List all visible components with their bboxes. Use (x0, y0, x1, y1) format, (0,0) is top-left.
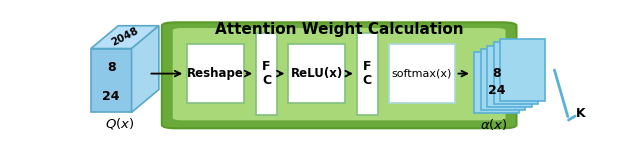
Text: 8: 8 (492, 67, 501, 80)
FancyBboxPatch shape (500, 39, 545, 101)
Text: ReLU(x): ReLU(x) (291, 67, 343, 80)
Text: 24: 24 (488, 84, 506, 97)
FancyBboxPatch shape (356, 33, 378, 115)
FancyBboxPatch shape (487, 46, 532, 107)
Text: 8: 8 (107, 61, 116, 74)
Polygon shape (91, 26, 159, 49)
FancyBboxPatch shape (288, 44, 346, 103)
Text: Attention Weight Calculation: Attention Weight Calculation (215, 22, 464, 37)
FancyBboxPatch shape (388, 44, 456, 103)
FancyBboxPatch shape (187, 44, 244, 103)
FancyBboxPatch shape (474, 52, 519, 114)
FancyBboxPatch shape (256, 33, 277, 115)
Polygon shape (132, 26, 159, 112)
Text: F
C: F C (262, 60, 271, 87)
FancyBboxPatch shape (173, 28, 506, 120)
Text: 24: 24 (102, 90, 120, 103)
Text: 2048: 2048 (109, 26, 140, 48)
Text: F
C: F C (363, 60, 372, 87)
Text: $Q\left(x\right)$: $Q\left(x\right)$ (105, 116, 134, 131)
Text: $\alpha\left(x\right)$: $\alpha\left(x\right)$ (480, 117, 508, 132)
FancyBboxPatch shape (493, 42, 538, 104)
FancyBboxPatch shape (481, 49, 525, 110)
FancyBboxPatch shape (162, 22, 516, 128)
Text: K: K (576, 107, 586, 120)
Polygon shape (91, 49, 132, 112)
Text: Reshape: Reshape (187, 67, 244, 80)
Text: softmax(x): softmax(x) (392, 69, 452, 79)
